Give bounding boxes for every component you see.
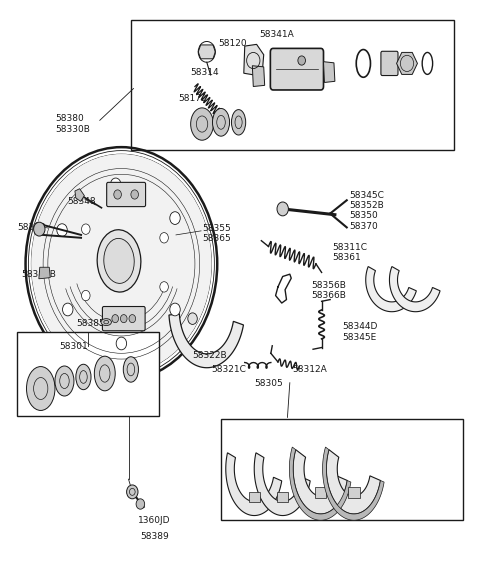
Circle shape xyxy=(34,222,45,236)
Text: 58356B
58366B: 58356B 58366B xyxy=(311,280,346,300)
Polygon shape xyxy=(198,45,216,59)
Polygon shape xyxy=(289,447,351,520)
FancyBboxPatch shape xyxy=(102,307,145,331)
Polygon shape xyxy=(293,449,347,514)
Polygon shape xyxy=(326,449,381,514)
Text: 58389: 58389 xyxy=(140,532,169,542)
Ellipse shape xyxy=(101,319,111,325)
Text: 58305: 58305 xyxy=(254,380,283,388)
Polygon shape xyxy=(75,189,84,201)
Ellipse shape xyxy=(26,367,55,410)
Ellipse shape xyxy=(104,238,134,283)
Circle shape xyxy=(110,178,121,191)
Text: 58345C
58352B
58350
58370: 58345C 58352B 58350 58370 xyxy=(349,191,384,231)
Text: 58172: 58172 xyxy=(179,93,207,103)
Ellipse shape xyxy=(95,356,115,391)
Bar xyxy=(131,20,454,150)
Circle shape xyxy=(170,212,180,224)
Polygon shape xyxy=(366,266,416,312)
Polygon shape xyxy=(324,62,335,82)
Bar xyxy=(348,487,360,498)
Text: 58120: 58120 xyxy=(219,38,247,48)
Circle shape xyxy=(116,337,127,350)
Bar xyxy=(17,332,159,416)
FancyBboxPatch shape xyxy=(381,51,398,76)
Circle shape xyxy=(31,154,212,374)
Circle shape xyxy=(62,303,73,316)
Circle shape xyxy=(120,315,127,322)
Text: 58314: 58314 xyxy=(190,68,219,76)
Text: 58321C: 58321C xyxy=(212,365,246,374)
Ellipse shape xyxy=(97,230,141,292)
Circle shape xyxy=(188,313,197,324)
FancyBboxPatch shape xyxy=(270,48,324,90)
Circle shape xyxy=(129,315,136,322)
Ellipse shape xyxy=(231,110,246,135)
Text: 58301: 58301 xyxy=(60,342,88,351)
Circle shape xyxy=(82,290,90,301)
Circle shape xyxy=(114,190,121,199)
Ellipse shape xyxy=(213,108,229,136)
Text: 1360JD: 1360JD xyxy=(138,516,170,525)
Polygon shape xyxy=(254,453,310,515)
Text: 58386B: 58386B xyxy=(22,270,57,279)
Ellipse shape xyxy=(55,366,74,396)
Text: 58323: 58323 xyxy=(17,223,46,233)
Text: 58380
58330B: 58380 58330B xyxy=(55,114,90,134)
Polygon shape xyxy=(396,52,418,75)
Bar xyxy=(249,492,260,503)
Text: 58312A: 58312A xyxy=(292,365,327,374)
Ellipse shape xyxy=(191,108,214,140)
Polygon shape xyxy=(226,453,282,515)
Text: 58311C
58361: 58311C 58361 xyxy=(333,243,368,262)
Ellipse shape xyxy=(123,357,138,382)
Text: 58344D
58345E: 58344D 58345E xyxy=(342,322,377,342)
Circle shape xyxy=(131,190,138,199)
Circle shape xyxy=(277,202,288,216)
Text: 58322B: 58322B xyxy=(192,350,227,360)
Bar xyxy=(315,487,326,498)
Polygon shape xyxy=(252,66,264,86)
Circle shape xyxy=(112,315,119,322)
Bar xyxy=(221,419,463,519)
Text: 58355
58365: 58355 58365 xyxy=(202,224,231,244)
Circle shape xyxy=(160,282,168,292)
Circle shape xyxy=(82,224,90,234)
Circle shape xyxy=(170,303,180,316)
Circle shape xyxy=(127,485,138,499)
Polygon shape xyxy=(389,266,440,312)
Bar xyxy=(277,492,288,503)
Polygon shape xyxy=(169,314,243,368)
Text: 58348: 58348 xyxy=(67,198,96,206)
Circle shape xyxy=(160,233,168,243)
Circle shape xyxy=(136,499,144,509)
Text: 58341A: 58341A xyxy=(259,30,294,39)
Polygon shape xyxy=(39,267,50,279)
Polygon shape xyxy=(244,44,264,75)
Polygon shape xyxy=(323,447,384,520)
Text: 58385B: 58385B xyxy=(76,319,111,328)
FancyBboxPatch shape xyxy=(107,182,145,206)
Circle shape xyxy=(57,224,67,237)
Ellipse shape xyxy=(76,364,91,389)
Circle shape xyxy=(298,56,305,65)
